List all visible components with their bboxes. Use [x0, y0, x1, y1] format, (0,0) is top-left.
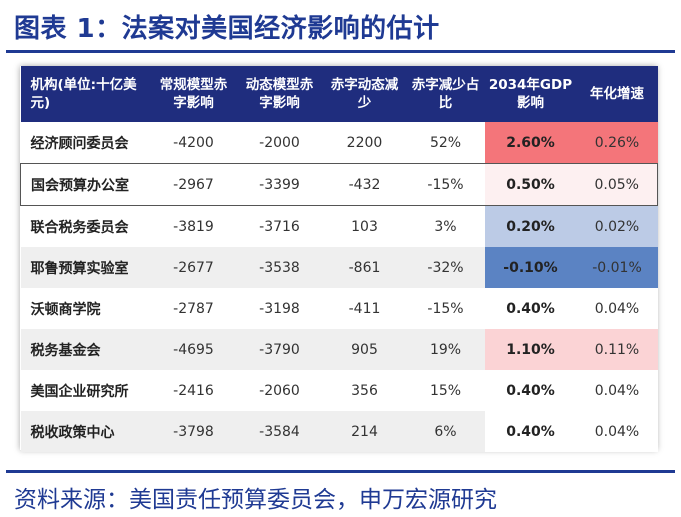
dynamic-deficit-cell: -3790 [236, 329, 323, 370]
annual-growth-cell: 0.05% [576, 163, 658, 206]
reduction-share-cell: 15% [429, 382, 462, 399]
estimates-table: 机构(单位:十亿美元) 常规模型赤字影响 动态模型赤字影响 赤字动态减少 赤字减… [20, 66, 658, 452]
source-divider [6, 470, 675, 473]
table-row: 税收政策中心 -3798 -3584 214 6% 0.40% 0.04% [20, 411, 658, 452]
header-static-deficit: 常规模型赤字影响 [150, 66, 237, 122]
table-row: 沃顿商学院 -2787 -3198 -411 -15% 0.40% 0.04% [21, 288, 658, 329]
table-row: 税务基金会 -4695 -3790 905 19% 1.10% 0.11% [20, 329, 658, 370]
institution-cell: 耶鲁预算实验室 [20, 247, 151, 288]
static-deficit-cell: -3798 [150, 411, 237, 452]
reduction-share-cell: -15% [427, 300, 464, 317]
institution-cell: 税收政策中心 [20, 411, 151, 452]
table-row: 国会预算办公室 -2967 -3399 -432 -15% 0.50% 0.05% [20, 163, 658, 206]
institution-cell: 国会预算办公室 [20, 163, 151, 206]
gdp-impact-cell: 0.40% [484, 411, 577, 452]
dynamic-reduction-cell: 356 [351, 382, 378, 399]
title-divider [6, 50, 675, 53]
dynamic-reduction-cell: 905 [322, 329, 407, 370]
header-annual-growth: 年化增速 [576, 66, 658, 122]
gdp-impact-cell: 2.60% [484, 122, 577, 164]
dynamic-reduction-cell: -411 [348, 300, 381, 317]
table-row: 耶鲁预算实验室 -2677 -3538 -861 -32% -0.10% -0.01% [20, 247, 658, 288]
static-deficit-cell: -4200 [173, 134, 214, 151]
dynamic-deficit-cell: -3538 [236, 247, 323, 288]
gdp-impact-cell: 0.20% [484, 205, 577, 247]
institution-cell: 税务基金会 [20, 329, 151, 370]
annual-growth-cell: 0.04% [576, 411, 658, 452]
dynamic-reduction-cell: -432 [322, 163, 407, 206]
header-institution: 机构(单位:十亿美元) [20, 66, 151, 122]
annual-growth-cell: 0.04% [576, 370, 658, 411]
institution-cell: 美国企业研究所 [30, 383, 129, 400]
source-note: 资料来源：美国责任预算委员会，申万宏源研究 [14, 487, 497, 513]
dynamic-deficit-cell: -3716 [259, 218, 300, 235]
dynamic-reduction-cell: -861 [322, 247, 407, 288]
header-reduction-share: 赤字减少占比 [406, 66, 485, 122]
reduction-share-cell: -32% [406, 247, 485, 288]
dynamic-reduction-cell: 103 [351, 218, 378, 235]
table-row: 美国企业研究所 -2416 -2060 356 15% 0.40% 0.04% [21, 370, 658, 411]
header-dynamic-deficit: 动态模型赤字影响 [236, 66, 323, 122]
dynamic-reduction-cell: 2200 [346, 134, 383, 151]
dynamic-reduction-cell: 214 [322, 411, 407, 452]
institution-cell: 联合税务委员会 [30, 219, 129, 236]
dynamic-deficit-cell: -3399 [236, 163, 323, 206]
static-deficit-cell: -2787 [173, 300, 214, 317]
dynamic-deficit-cell: -2060 [259, 382, 300, 399]
header-gdp-impact: 2034年GDP影响 [484, 66, 577, 122]
gdp-impact-cell: -0.10% [484, 247, 577, 288]
table-row: 联合税务委员会 -3819 -3716 103 3% 0.20% 0.02% [21, 205, 658, 247]
gdp-impact-cell: 1.10% [484, 329, 577, 370]
dynamic-deficit-cell: -3584 [236, 411, 323, 452]
reduction-share-cell: 3% [434, 218, 457, 235]
table-header-row: 机构(单位:十亿美元) 常规模型赤字影响 动态模型赤字影响 赤字动态减少 赤字减… [20, 66, 658, 122]
dynamic-deficit-cell: -2000 [259, 134, 300, 151]
gdp-impact-cell: 0.40% [484, 288, 577, 329]
annual-growth-cell: 0.11% [576, 329, 658, 370]
dynamic-deficit-cell: -3198 [259, 300, 300, 317]
reduction-share-cell: -15% [406, 163, 485, 206]
annual-growth-cell: 0.02% [576, 205, 658, 247]
reduction-share-cell: 6% [406, 411, 485, 452]
annual-growth-cell: 0.04% [576, 288, 658, 329]
static-deficit-cell: -2416 [173, 382, 214, 399]
reduction-share-cell: 52% [429, 134, 462, 151]
header-dynamic-reduction: 赤字动态减少 [322, 66, 407, 122]
gdp-impact-cell: 0.50% [484, 163, 577, 206]
table-row: 经济顾问委员会 -4200 -2000 2200 52% 2.60% 0.26% [21, 122, 658, 164]
annual-growth-cell: -0.01% [576, 247, 658, 288]
static-deficit-cell: -2967 [150, 163, 237, 206]
static-deficit-cell: -2677 [150, 247, 237, 288]
annual-growth-cell: 0.26% [576, 122, 658, 164]
figure-title: 图表 1：法案对美国经济影响的估计 [14, 14, 440, 44]
static-deficit-cell: -3819 [173, 218, 214, 235]
estimates-table-card: 机构(单位:十亿美元) 常规模型赤字影响 动态模型赤字影响 赤字动态减少 赤字减… [20, 66, 658, 452]
reduction-share-cell: 19% [406, 329, 485, 370]
gdp-impact-cell: 0.40% [484, 370, 577, 411]
institution-cell: 沃顿商学院 [30, 301, 101, 318]
static-deficit-cell: -4695 [150, 329, 237, 370]
institution-cell: 经济顾问委员会 [30, 135, 129, 152]
